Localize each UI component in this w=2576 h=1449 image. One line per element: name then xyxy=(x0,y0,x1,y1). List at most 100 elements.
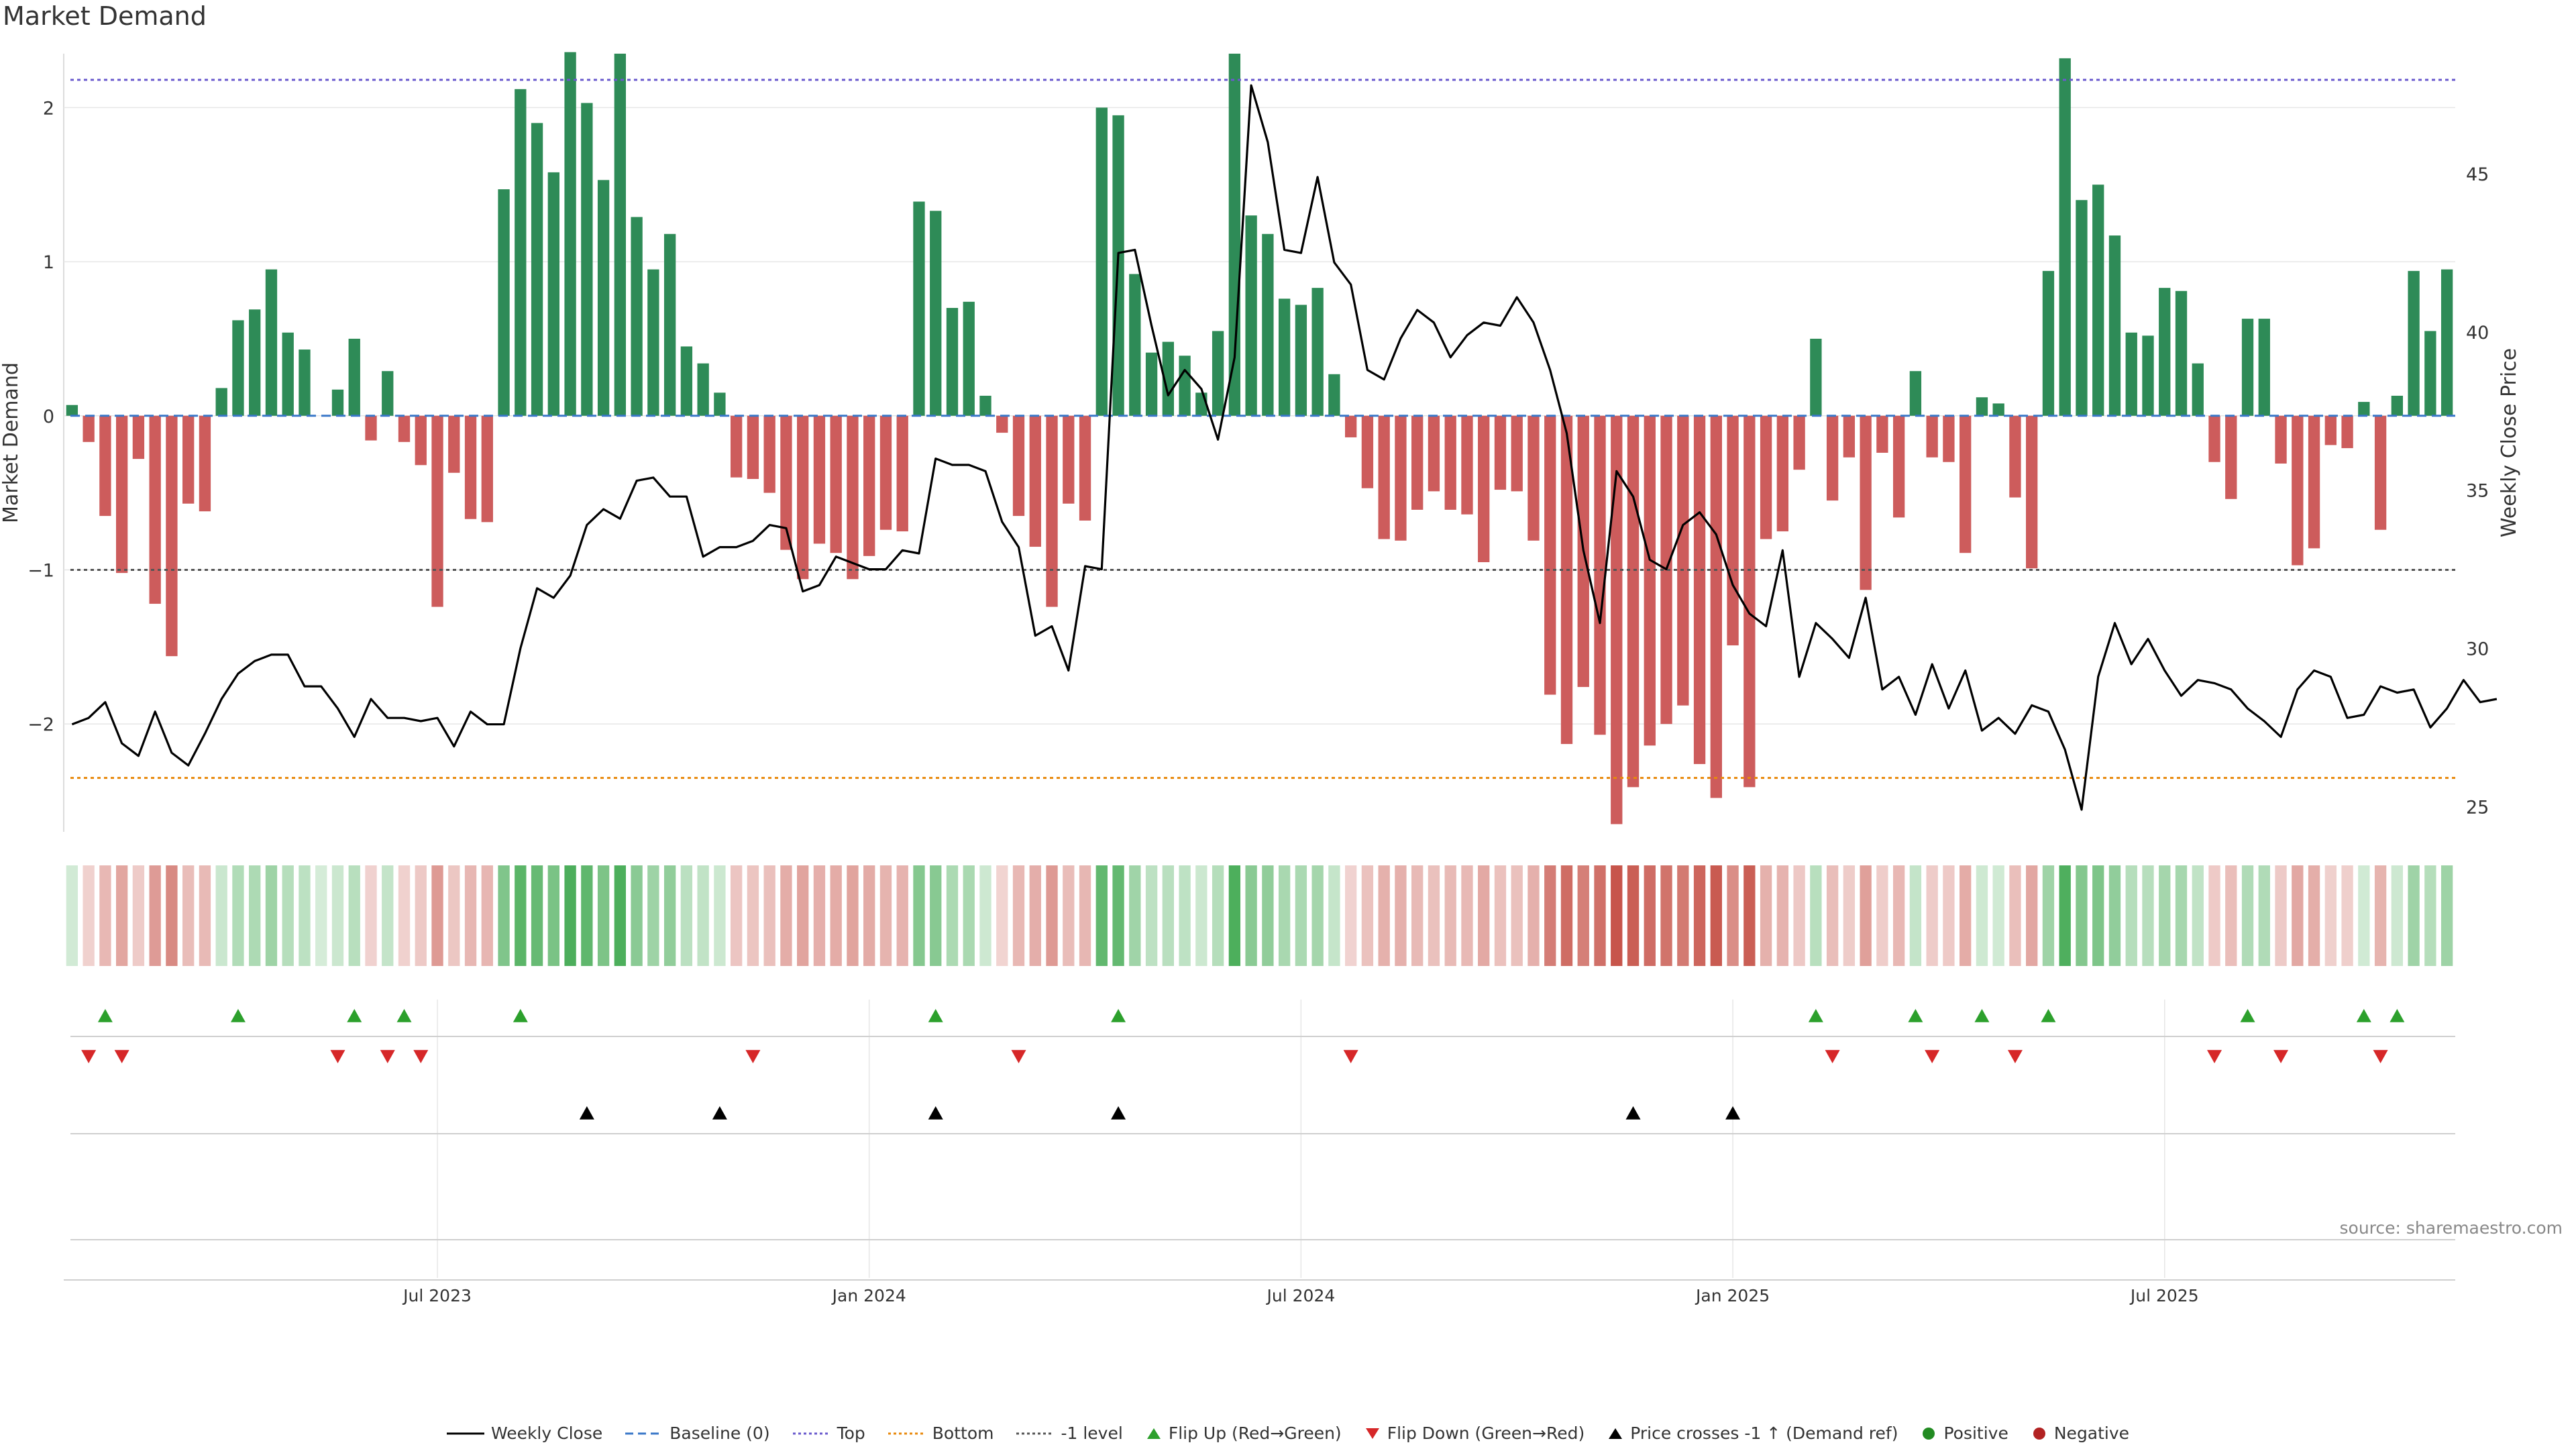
demand-bar xyxy=(431,415,443,607)
heat-strip-cell xyxy=(1860,865,1872,966)
heat-strip-cell xyxy=(797,865,809,966)
legend-item-price-cross[interactable]: Price crosses -1 ↑ (Demand ref) xyxy=(1607,1424,1898,1443)
demand-bar xyxy=(1262,233,1274,416)
legend-item-flip-down[interactable]: Flip Down (Green→Red) xyxy=(1364,1424,1585,1443)
heat-strip-cell xyxy=(963,865,975,966)
heat-strip-cell xyxy=(1710,865,1722,966)
legend-item-positive[interactable]: Positive xyxy=(1921,1424,2008,1443)
heat-strip-cell xyxy=(1992,865,2004,966)
flip-down-marker xyxy=(1925,1050,1940,1063)
demand-bar xyxy=(2374,415,2387,530)
heat-strip-cell xyxy=(2208,865,2220,966)
price-cross-marker xyxy=(1625,1106,1641,1120)
demand-bar xyxy=(2125,332,2137,416)
legend-item-negative[interactable]: Negative xyxy=(2031,1424,2129,1443)
legend-item-top[interactable]: Top xyxy=(792,1424,865,1443)
demand-bar xyxy=(2241,319,2254,416)
heat-strip-cell xyxy=(1560,865,1573,966)
legend-item-bottom[interactable]: Bottom xyxy=(888,1424,994,1443)
legend-dotted-line-icon xyxy=(888,1427,926,1440)
heat-strip-cell xyxy=(1943,865,1955,966)
legend-item-baseline[interactable]: Baseline (0) xyxy=(625,1424,770,1443)
legend-item-minus-one[interactable]: -1 level xyxy=(1016,1424,1123,1443)
heat-strip-cell xyxy=(1611,865,1623,966)
demand-bar xyxy=(597,180,610,416)
demand-bar xyxy=(498,189,510,416)
flip-down-marker xyxy=(2373,1050,2388,1063)
demand-bar xyxy=(149,415,161,604)
demand-bar xyxy=(730,415,743,478)
heat-strip-cell xyxy=(66,865,78,966)
legend-label: Negative xyxy=(2053,1424,2130,1443)
flip-down-marker xyxy=(2007,1050,2023,1063)
y-tick-label: −1 xyxy=(28,561,54,582)
legend-label: Positive xyxy=(1943,1424,2008,1443)
demand-bar xyxy=(2142,335,2154,416)
heat-strip-cell xyxy=(182,865,195,966)
demand-bar xyxy=(448,415,460,473)
heat-strip-cell xyxy=(2159,865,2171,966)
heat-strip-cell xyxy=(1228,865,1241,966)
heat-strip-cell xyxy=(663,865,676,966)
heat-strip-cell xyxy=(1494,865,1507,966)
demand-bar xyxy=(331,389,344,416)
price-cross-marker xyxy=(712,1106,727,1120)
demand-bar xyxy=(1594,415,1606,735)
demand-bar xyxy=(879,415,892,530)
heat-strip-cell xyxy=(515,865,527,966)
heat-strip-cell xyxy=(1594,865,1606,966)
heat-strip-cell xyxy=(2408,865,2420,966)
demand-bar xyxy=(763,415,775,493)
flip-down-marker xyxy=(81,1050,97,1063)
heat-strip-cell xyxy=(863,865,875,966)
heat-strip-cell xyxy=(1960,865,1972,966)
heat-strip-cell xyxy=(1262,865,1274,966)
heat-strip-cell xyxy=(2374,865,2387,966)
demand-bar xyxy=(66,405,78,416)
heat-strip-cell xyxy=(647,865,659,966)
flip-up-marker xyxy=(928,1009,943,1022)
heat-strip-cell xyxy=(1145,865,1158,966)
heat-strip-cell xyxy=(282,865,294,966)
legend-item-flip-up[interactable]: Flip Up (Red→Green) xyxy=(1146,1424,1342,1443)
legend-dashed-line-icon xyxy=(625,1427,663,1440)
demand-bar xyxy=(1843,415,1856,458)
heat-strip-cell xyxy=(2142,865,2154,966)
heat-strip-cell xyxy=(2026,865,2038,966)
demand-bar xyxy=(1511,415,1523,492)
heat-strip-cell xyxy=(847,865,859,966)
heat-strip-cell xyxy=(1627,865,1640,966)
demand-bar xyxy=(348,338,360,416)
heat-strip-cell xyxy=(1511,865,1523,966)
heat-strip-cell xyxy=(115,865,128,966)
heat-strip-cell xyxy=(2275,865,2287,966)
heat-strip-cell xyxy=(697,865,709,966)
flip-down-marker xyxy=(2273,1050,2289,1063)
heat-strip-cell xyxy=(2175,865,2188,966)
demand-bar xyxy=(996,415,1008,433)
x-tick-label: Jan 2025 xyxy=(1695,1286,1770,1305)
y-tick-label: 2 xyxy=(43,98,54,119)
demand-bar xyxy=(1162,341,1175,416)
demand-bar xyxy=(2440,269,2453,416)
demand-bar xyxy=(1710,415,1722,798)
demand-bar xyxy=(1494,415,1507,490)
heat-strip-cell xyxy=(714,865,726,966)
demand-bar xyxy=(1461,415,1473,515)
legend-item-weekly-close[interactable]: Weekly Close xyxy=(446,1424,602,1443)
demand-bar xyxy=(2092,184,2104,416)
demand-bar xyxy=(2391,395,2404,416)
demand-bar xyxy=(1478,415,1490,563)
demand-bar xyxy=(581,103,593,416)
flip-up-marker xyxy=(1908,1009,1923,1022)
heat-strip-cell xyxy=(299,865,311,966)
demand-bar xyxy=(2175,290,2188,416)
demand-bar xyxy=(1079,415,1091,521)
demand-bar xyxy=(2341,415,2353,449)
heat-strip-cell xyxy=(1926,865,1938,966)
price-cross-marker xyxy=(1111,1106,1126,1120)
demand-bar xyxy=(2042,270,2055,416)
heat-strip-cell xyxy=(1776,865,1789,966)
demand-bar xyxy=(1727,415,1739,646)
demand-bar xyxy=(847,415,859,580)
